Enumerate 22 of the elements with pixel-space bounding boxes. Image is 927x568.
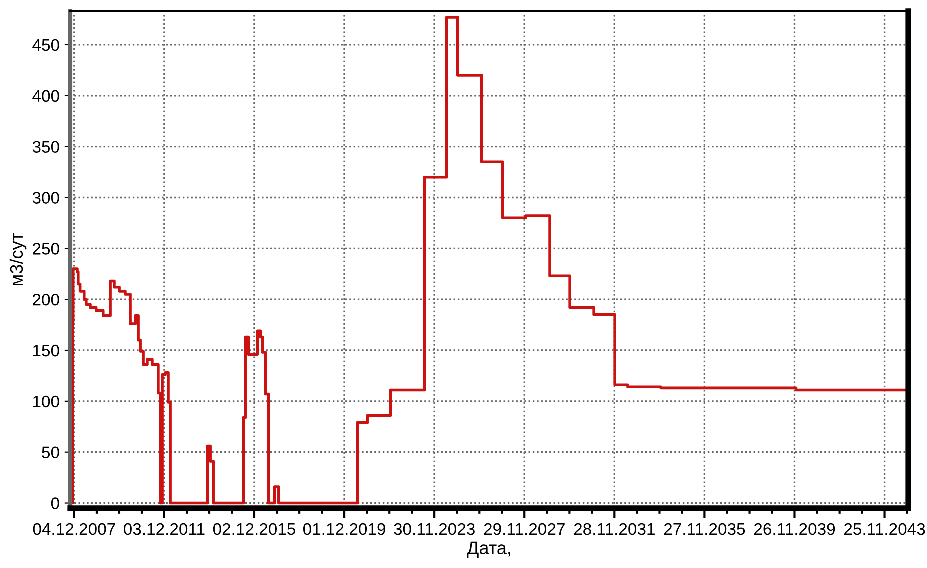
y-tick-label: 150	[34, 344, 60, 357]
x-tick-label: 01.12.2019	[303, 523, 386, 536]
y-tick-label: 50	[42, 446, 60, 459]
x-tick-label: 03.12.2011	[124, 523, 205, 536]
x-tick-label: 29.11.2027	[484, 523, 565, 536]
x-tick-label: 27.11.2035	[664, 523, 746, 536]
y-tick-label: 400	[32, 90, 60, 102]
y-axis-title: м3/сут	[10, 233, 27, 286]
x-axis-title: Дата,	[467, 542, 510, 558]
y-tick-label: 0	[51, 498, 60, 510]
y-tick-label: 100	[34, 396, 60, 408]
y-tick-label: 200	[33, 294, 60, 306]
y-tick-label: 350	[32, 141, 60, 154]
x-tick-label: 30.11.2023	[394, 523, 475, 536]
y-tick-label: 250	[33, 243, 60, 255]
x-tick-label: 02.12.2015	[213, 523, 296, 536]
x-tick-label: 26.11.2039	[754, 523, 836, 536]
y-tick-label: 450	[32, 39, 60, 52]
x-tick-label: 04.12.2007	[33, 523, 116, 536]
x-tick-label: 25.11.2043	[844, 523, 926, 536]
y-tick-label: 300	[32, 192, 60, 204]
x-tick-label: 28.11.2031	[574, 523, 655, 536]
